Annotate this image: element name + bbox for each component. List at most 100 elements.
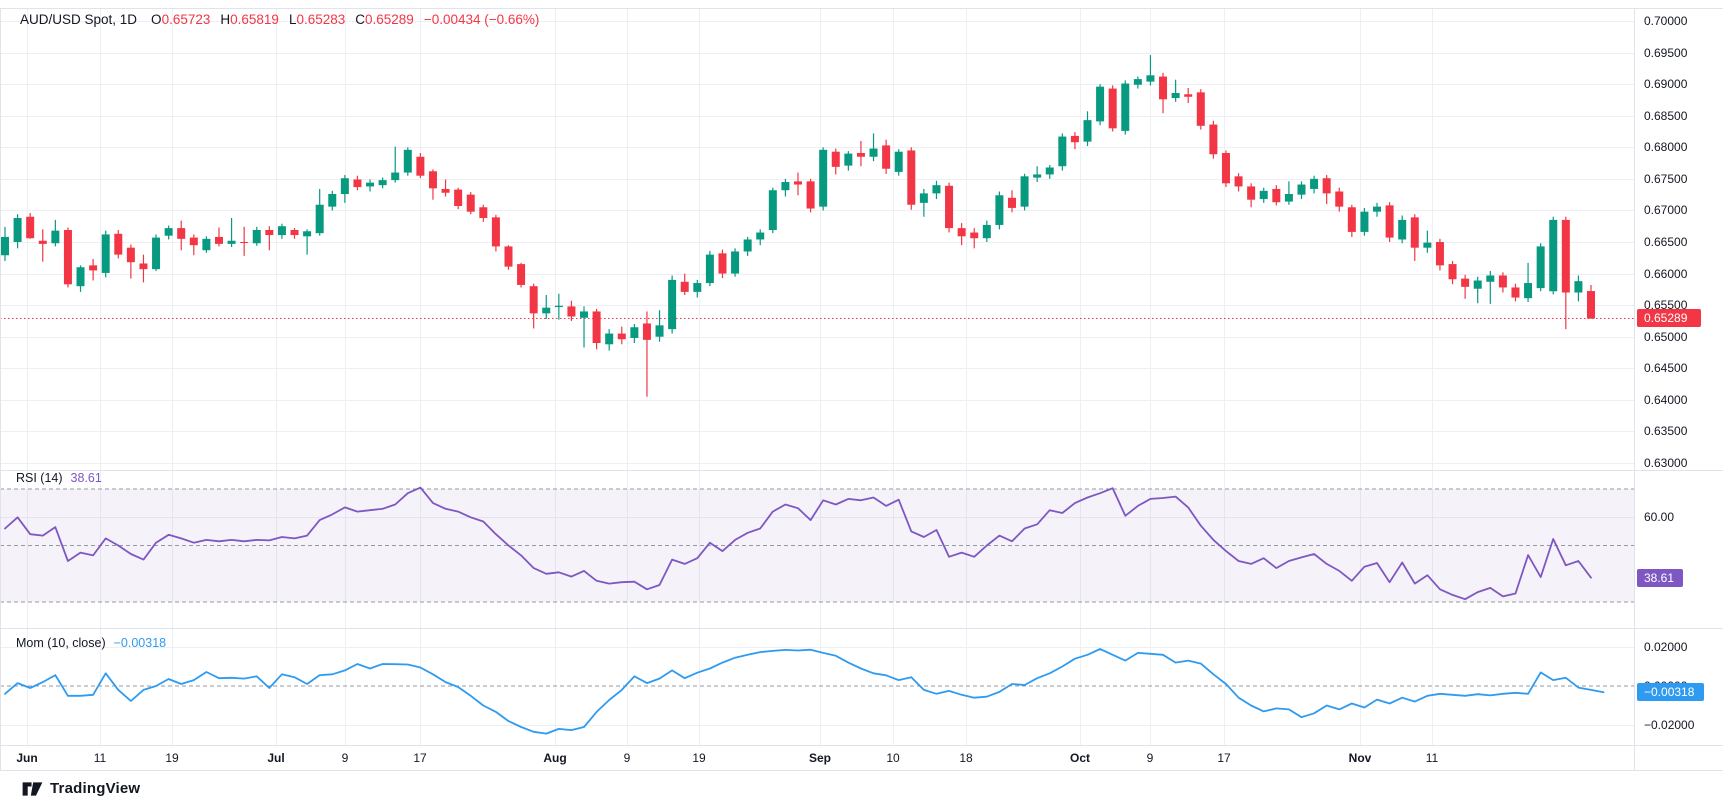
price-axis-label: 0.63500	[1644, 424, 1688, 439]
candle	[1574, 281, 1583, 293]
candle	[907, 150, 916, 205]
close-value: C0.65289	[355, 11, 414, 27]
ohlc-legend: AUD/USD Spot, 1D O0.65723 H0.65819 L0.65…	[20, 9, 539, 29]
candle	[1435, 242, 1444, 266]
candle	[1234, 176, 1243, 187]
time-axis-label: 9	[1146, 751, 1154, 765]
candle	[1284, 194, 1293, 202]
candle	[466, 194, 475, 212]
candle	[227, 240, 236, 244]
candle	[366, 182, 375, 187]
price-axis-label: 0.65500	[1644, 298, 1688, 313]
current-price-badge: 0.65289	[1637, 309, 1701, 328]
candle	[63, 230, 72, 285]
candle	[315, 204, 324, 234]
footer-brand: TradingView	[22, 780, 140, 797]
candle	[882, 145, 891, 169]
time-axis-label: Sep	[808, 751, 831, 765]
momentum-value-badge: −0.00318	[1637, 683, 1704, 702]
candle	[1347, 207, 1356, 232]
candle	[970, 232, 979, 239]
candle	[1461, 278, 1470, 287]
candle	[869, 148, 878, 157]
time-axis-label: 18	[959, 751, 973, 765]
candle	[856, 152, 865, 157]
time-axis-label: Oct	[1069, 751, 1090, 765]
low-value: L0.65283	[288, 11, 346, 27]
candle	[844, 153, 853, 166]
rsi-indicator-value: 38.61	[70, 471, 102, 485]
price-axis-label: 0.69500	[1644, 45, 1688, 60]
candle	[932, 185, 941, 194]
candle	[1133, 79, 1142, 85]
candle	[831, 151, 840, 167]
price-axis-label: 0.68000	[1644, 140, 1688, 155]
candle	[957, 228, 966, 237]
tradingview-logo-icon[interactable]	[22, 781, 43, 797]
candle	[177, 228, 186, 239]
candle	[277, 226, 286, 236]
candle	[1007, 197, 1016, 208]
candle	[1410, 217, 1419, 248]
symbol-title[interactable]: AUD/USD Spot, 1D	[20, 11, 138, 27]
candle	[1335, 191, 1344, 207]
candle	[1221, 152, 1230, 184]
candle	[152, 237, 161, 270]
candle	[403, 149, 412, 173]
candle	[1448, 264, 1457, 280]
price-axis-label: 0.64500	[1644, 361, 1688, 376]
candle	[1247, 186, 1256, 200]
candle	[441, 188, 450, 193]
momentum-indicator-title[interactable]: Mom (10, close)	[16, 636, 106, 650]
candle	[164, 228, 173, 236]
price-axis-label: 0.64000	[1644, 392, 1688, 407]
momentum-axis-label: −0.02000	[1644, 718, 1695, 732]
candle	[605, 333, 614, 345]
candle	[705, 254, 714, 284]
time-axis-label: 11	[1425, 751, 1439, 765]
candle	[1033, 174, 1042, 178]
candle	[240, 242, 249, 243]
time-axis-label: Nov	[1348, 751, 1372, 765]
price-axis-label: 0.65000	[1644, 329, 1688, 344]
candle	[982, 224, 991, 239]
candle	[252, 230, 261, 244]
rsi-axis-label: 60.00	[1644, 510, 1675, 525]
time-axis-label: 19	[692, 751, 706, 765]
candle	[1272, 188, 1281, 203]
candle	[189, 237, 198, 246]
candle	[731, 251, 740, 274]
candle	[126, 247, 135, 263]
candle	[38, 240, 47, 244]
rsi-indicator-legend: RSI (14) 38.61	[16, 471, 102, 485]
time-axis-label: 9	[341, 751, 349, 765]
rsi-indicator-title[interactable]: RSI (14)	[16, 471, 63, 485]
candle	[794, 181, 802, 185]
candle	[1096, 86, 1105, 122]
price-axis-label: 0.66000	[1644, 266, 1688, 281]
candle	[504, 246, 513, 267]
candle	[1322, 178, 1331, 194]
candle	[1083, 120, 1092, 142]
candle	[1297, 184, 1306, 195]
candle	[995, 195, 1004, 225]
candle	[1524, 283, 1533, 299]
momentum-axis-label: 0.02000	[1644, 640, 1688, 654]
high-value: H0.65819	[220, 11, 279, 27]
price-axis-label: 0.63000	[1644, 456, 1688, 470]
price-axis-label: 0.70000	[1644, 14, 1688, 28]
candle	[630, 327, 639, 338]
candle	[1070, 135, 1079, 143]
tradingview-brand-text[interactable]: TradingView	[50, 780, 141, 797]
candle	[1511, 287, 1520, 298]
candle	[1360, 211, 1369, 232]
candle	[491, 217, 500, 247]
candle	[1398, 219, 1407, 240]
candle	[668, 279, 677, 330]
candle	[1385, 205, 1394, 238]
candle	[743, 239, 752, 252]
candle	[1171, 92, 1180, 99]
price-axis-label: 0.69000	[1644, 77, 1688, 92]
